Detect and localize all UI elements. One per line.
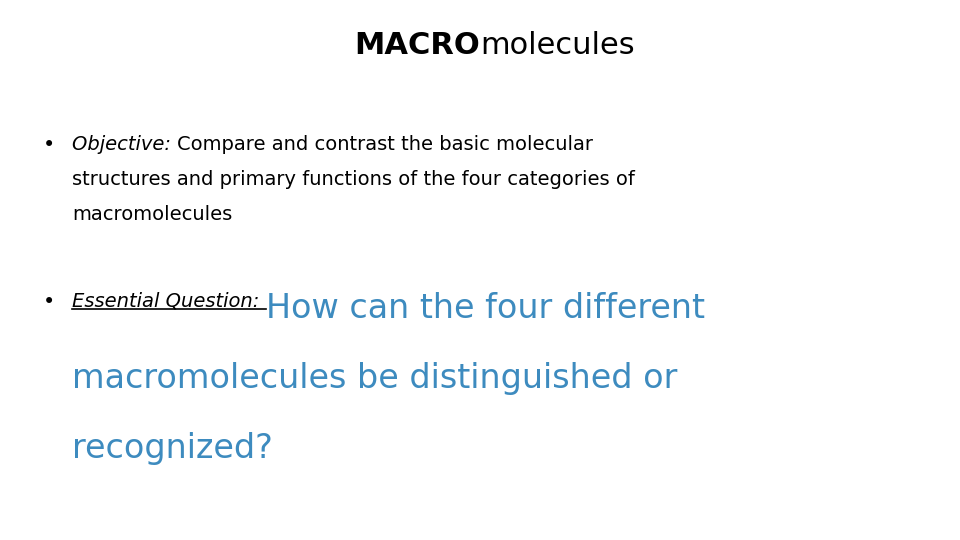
Text: •: •	[43, 135, 56, 155]
Text: Compare and contrast the basic molecular: Compare and contrast the basic molecular	[178, 135, 593, 154]
Text: macromolecules be distinguished or: macromolecules be distinguished or	[72, 362, 678, 395]
Text: macromolecules: macromolecules	[72, 205, 232, 224]
Text: structures and primary functions of the four categories of: structures and primary functions of the …	[72, 170, 635, 189]
Text: Objective:: Objective:	[72, 135, 178, 154]
Text: •: •	[43, 292, 56, 312]
Text: Essential Question:: Essential Question:	[72, 292, 266, 310]
Text: MACRO: MACRO	[354, 31, 480, 60]
Text: molecules: molecules	[480, 31, 635, 60]
Text: How can the four different: How can the four different	[266, 292, 705, 325]
Text: recognized?: recognized?	[72, 432, 273, 465]
